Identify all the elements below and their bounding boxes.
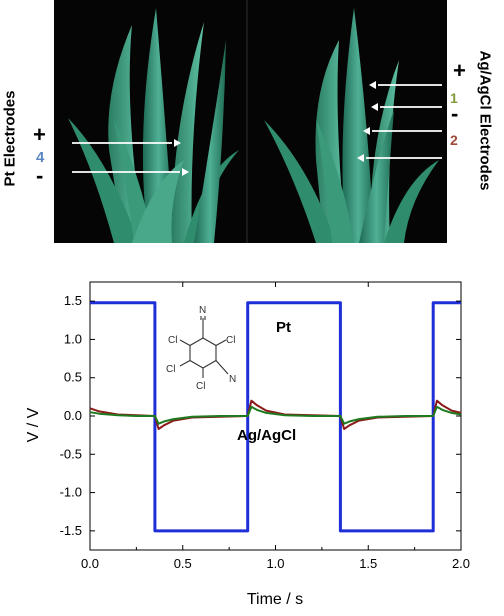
x-tick-label: 1.5 — [359, 556, 377, 571]
molecule-structure — [179, 316, 229, 378]
annotation-pt: Pt — [276, 319, 291, 336]
right-plus-sign: + — [453, 58, 466, 83]
left-number-4: 4 — [36, 149, 45, 166]
ag-agcl-green-series — [89, 405, 462, 425]
atom-cl-bottom: Cl — [196, 381, 205, 392]
pt-electrodes-label: Pt Electrodes — [1, 90, 19, 187]
y-tick-label: -1.0 — [60, 485, 82, 500]
left-electrode-arrows — [72, 139, 189, 176]
x-tick-label: 1.0 — [266, 556, 284, 571]
right-aloe-plant — [264, 8, 439, 243]
atom-cl-right: Cl — [226, 335, 235, 346]
x-tick-label: 0.5 — [174, 556, 192, 571]
y-tick-label: -1.5 — [60, 523, 82, 538]
y-tick-label: -0.5 — [60, 446, 82, 461]
right-number-2: 2 — [450, 132, 458, 148]
right-electrode-arrows — [357, 81, 442, 162]
left-minus-sign: - — [36, 163, 44, 188]
y-tick-label: 0.5 — [64, 370, 82, 385]
x-axis-title: Time / s — [247, 591, 303, 608]
y-tick-label: 1.0 — [64, 331, 82, 346]
left-aloe-plant — [68, 8, 239, 243]
annotation-ag-agcl: Ag/AgCl — [237, 427, 296, 444]
molecule-atom-labels: N Cl Cl Cl Cl N — [166, 305, 236, 392]
atom-n-bottom-right: N — [229, 374, 236, 385]
x-tick-label: 2.0 — [452, 556, 470, 571]
right-minus-sign: - — [451, 101, 459, 126]
ag-agcl-electrodes-label: Ag/AgCl Electrodes — [476, 50, 494, 191]
right-number-1: 1 — [450, 90, 458, 106]
atom-cl-left-top: Cl — [168, 335, 177, 346]
voltage-time-chart: 0.0 0.5 1.0 1.5 2.01.51.00.50.0-0.5-1.0-1.5 … — [25, 281, 470, 608]
y-tick-label: 0.0 — [64, 408, 82, 423]
atom-cl-left-bottom: Cl — [166, 364, 175, 375]
left-plus-sign: + — [33, 122, 46, 147]
aloe-photo-panel — [54, 0, 447, 243]
y-axis-title: V / V — [25, 407, 42, 442]
y-tick-label: 1.5 — [64, 293, 82, 308]
x-tick-label: 0.0 — [81, 556, 99, 571]
atom-n-top: N — [199, 305, 206, 316]
